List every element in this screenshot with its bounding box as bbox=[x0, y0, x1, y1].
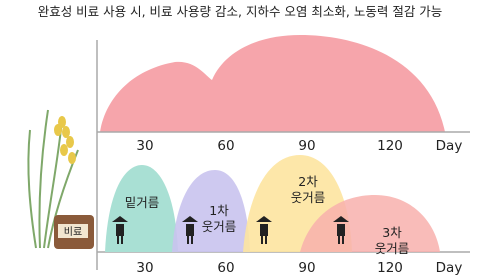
stage-label: 2차 bbox=[298, 174, 318, 189]
bag-label: 비료 bbox=[64, 226, 82, 238]
stage-label: 밑거름 bbox=[125, 195, 160, 210]
title: 완효성 비료 사용 시, 비료 사용량 감소, 지하수 오염 최소화, 노동력 … bbox=[38, 4, 443, 19]
stage-label: 웃거름 bbox=[375, 241, 410, 256]
tick-label: 90 bbox=[298, 138, 315, 154]
stage-label: 웃거름 bbox=[202, 219, 237, 234]
stage-label: 3차 bbox=[382, 225, 402, 240]
stage-label: 1차 bbox=[209, 203, 229, 218]
tick-label: 30 bbox=[136, 260, 153, 276]
tick-label: 120 bbox=[377, 260, 403, 276]
tick-label: 90 bbox=[298, 260, 315, 276]
tick-label: 60 bbox=[217, 260, 234, 276]
stage-label: 웃거름 bbox=[291, 190, 326, 205]
tick-label: 120 bbox=[377, 138, 403, 154]
top-area bbox=[100, 35, 445, 132]
diagram: 완효성 비료 사용 시, 비료 사용량 감소, 지하수 오염 최소화, 노동력 … bbox=[0, 0, 493, 279]
tick-label: 60 bbox=[217, 138, 234, 154]
axis-unit: Day bbox=[436, 138, 463, 154]
axis-unit: Day bbox=[436, 260, 463, 276]
tick-label: 30 bbox=[136, 138, 153, 154]
